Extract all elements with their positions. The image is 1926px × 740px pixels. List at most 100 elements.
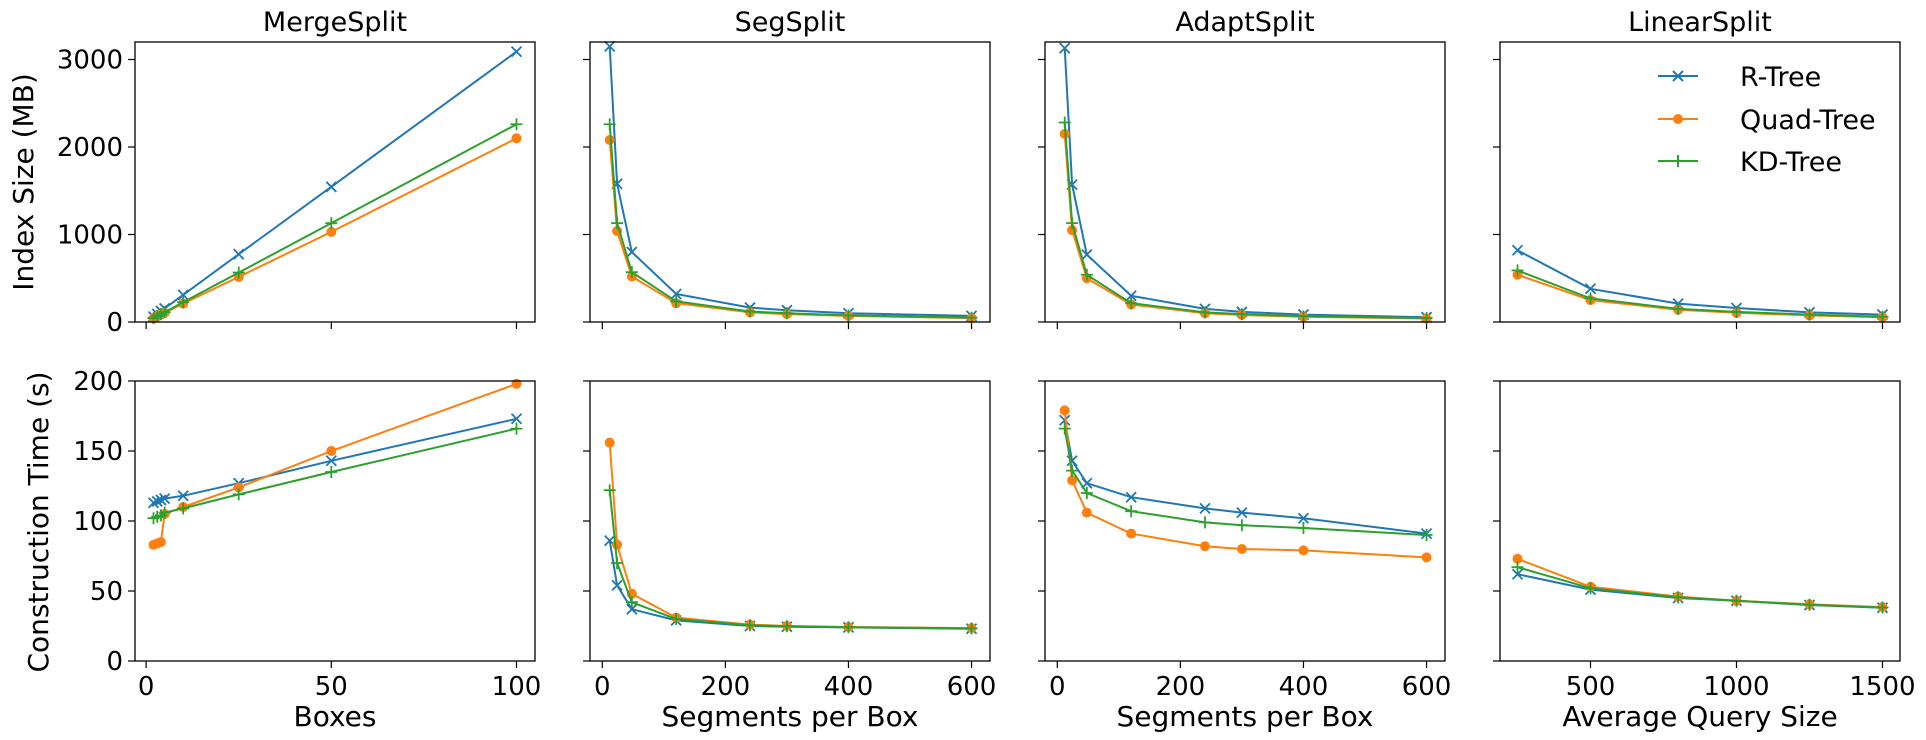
data-point bbox=[611, 557, 624, 569]
data-point bbox=[603, 484, 616, 497]
data-point bbox=[158, 506, 171, 519]
data-point bbox=[625, 266, 638, 279]
series-line bbox=[1063, 122, 1427, 320]
data-point bbox=[325, 181, 337, 193]
x-axis-label: Segments per Box bbox=[1117, 700, 1374, 733]
data-point bbox=[1059, 42, 1071, 54]
x-axis-label: Average Query Size bbox=[1562, 700, 1837, 733]
data-point bbox=[1420, 529, 1433, 541]
data-point bbox=[670, 295, 683, 308]
data-point bbox=[626, 246, 638, 258]
y-tick-label: 50 bbox=[90, 577, 123, 607]
data-point bbox=[1236, 506, 1248, 519]
x-tick-label: 100 bbox=[492, 672, 542, 702]
data-point bbox=[1297, 310, 1310, 323]
data-point bbox=[1058, 116, 1071, 129]
data-point bbox=[744, 305, 756, 318]
data-point bbox=[1236, 544, 1247, 554]
y-tick-label: 2000 bbox=[57, 133, 123, 163]
data-point bbox=[1512, 553, 1523, 564]
data-point bbox=[1672, 302, 1685, 315]
data-point bbox=[510, 118, 523, 131]
x-tick-label: 500 bbox=[1566, 672, 1616, 702]
data-point bbox=[744, 619, 756, 632]
row-label-index-size: Index Size (MB) bbox=[7, 73, 40, 291]
y-tick-label: 150 bbox=[73, 437, 123, 467]
x-tick-label: 0 bbox=[594, 672, 611, 702]
y-tick-label: 3000 bbox=[57, 46, 123, 76]
data-point bbox=[1200, 541, 1210, 552]
data-point bbox=[780, 307, 793, 320]
data-point bbox=[1059, 414, 1071, 426]
data-point bbox=[1297, 522, 1310, 534]
data-point bbox=[1199, 502, 1211, 515]
data-point bbox=[510, 45, 523, 58]
panel-size-linearsplit: LinearSplit bbox=[1493, 7, 1901, 329]
x-tick-label: 400 bbox=[1279, 672, 1329, 702]
data-point bbox=[1730, 594, 1743, 607]
data-point bbox=[1298, 545, 1309, 556]
data-point bbox=[670, 613, 683, 625]
series-line bbox=[1063, 428, 1427, 536]
data-point bbox=[1876, 601, 1889, 614]
panel-time-adaptsplit: 0 200 400 600 Segments per Box bbox=[1038, 380, 1451, 733]
x-tick-label: 200 bbox=[701, 672, 751, 702]
data-point bbox=[604, 40, 616, 53]
series-kd-tree bbox=[1058, 116, 1433, 325]
row-label-construction-time: Construction Time (s) bbox=[22, 371, 55, 672]
data-point bbox=[1672, 591, 1685, 604]
data-point bbox=[326, 446, 337, 456]
y-tick-label: 200 bbox=[73, 367, 123, 397]
x-axis-label: Boxes bbox=[293, 700, 376, 733]
data-point bbox=[1199, 306, 1211, 319]
panel-time-linearsplit: 500 1000 1500 Average Query Size bbox=[1493, 380, 1916, 733]
data-point bbox=[626, 603, 638, 615]
data-point bbox=[1584, 582, 1597, 595]
data-point bbox=[1511, 264, 1524, 277]
plot-frame bbox=[589, 41, 991, 323]
plot-frame bbox=[1044, 380, 1446, 662]
panel-size-mergesplit: MergeSplit 0 1000 2000 3000 bbox=[57, 7, 536, 338]
data-point bbox=[326, 226, 337, 237]
data-point bbox=[612, 539, 623, 550]
data-point bbox=[1511, 561, 1524, 574]
legend-label-r-tree: R-Tree bbox=[1740, 62, 1821, 93]
data-point bbox=[603, 118, 616, 131]
data-point bbox=[611, 217, 624, 230]
series-line bbox=[1063, 410, 1427, 559]
series-quad-tree bbox=[1059, 405, 1432, 563]
legend-marker-quad-tree bbox=[1673, 114, 1683, 124]
panel-time-mergesplit: 0 50 100 0 50 100 150 200 Boxes bbox=[73, 367, 541, 733]
data-point bbox=[604, 135, 615, 145]
plot-frame bbox=[1044, 41, 1446, 323]
series-kd-tree bbox=[147, 422, 523, 525]
data-point bbox=[177, 502, 190, 515]
x-tick-label: 1000 bbox=[1703, 672, 1769, 702]
data-point bbox=[1059, 405, 1070, 416]
data-point bbox=[1125, 290, 1137, 302]
panel-size-adaptsplit: AdaptSplit bbox=[1038, 7, 1446, 329]
series-kd-tree bbox=[1511, 561, 1889, 614]
data-point bbox=[147, 497, 160, 509]
data-point bbox=[1584, 283, 1597, 295]
x-axis-label: Segments per Box bbox=[662, 700, 919, 733]
panel-time-segsplit: 0 200 400 600 Segments per Box bbox=[583, 380, 996, 733]
y-tick-label: 1000 bbox=[57, 221, 123, 251]
series-kd-tree bbox=[147, 118, 523, 325]
plot-frame bbox=[1499, 380, 1901, 662]
plot-frame bbox=[134, 380, 536, 662]
series-kd-tree bbox=[1058, 422, 1433, 541]
data-point bbox=[1199, 516, 1211, 529]
data-point bbox=[780, 620, 793, 633]
data-point bbox=[1297, 512, 1310, 524]
x-tick-label: 50 bbox=[315, 672, 348, 702]
data-point bbox=[232, 266, 245, 279]
data-point bbox=[177, 490, 189, 502]
legend-label-kd-tree: KD-Tree bbox=[1740, 147, 1842, 178]
plot-frame bbox=[1499, 41, 1901, 323]
panel-size-segsplit: SegSplit bbox=[583, 7, 991, 329]
legend-label-quad-tree: Quad-Tree bbox=[1740, 105, 1876, 136]
data-point bbox=[155, 537, 166, 547]
